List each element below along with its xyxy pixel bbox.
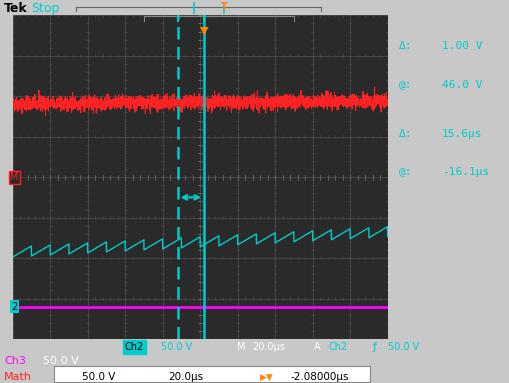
Text: T: T — [220, 2, 228, 11]
Text: -16.1μs: -16.1μs — [441, 167, 488, 177]
Text: 50.0 V: 50.0 V — [387, 342, 418, 352]
Text: Δ:: Δ: — [398, 41, 411, 51]
Text: 46.0 V: 46.0 V — [441, 80, 482, 90]
Bar — [53, 366, 369, 382]
Text: 2: 2 — [12, 301, 18, 312]
Text: ▼: ▼ — [200, 25, 208, 36]
Text: @:: @: — [398, 167, 411, 177]
Text: Math: Math — [4, 372, 32, 382]
Text: Tek: Tek — [4, 2, 28, 15]
Text: M: M — [10, 172, 19, 182]
Text: M: M — [237, 342, 245, 352]
Text: 50.0 V: 50.0 V — [81, 372, 115, 382]
Text: ▶▼: ▶▼ — [260, 373, 273, 382]
Text: @:: @: — [398, 80, 411, 90]
Text: 20.0μs: 20.0μs — [168, 372, 203, 382]
Text: Ch2: Ch2 — [125, 342, 144, 352]
Text: 20.0μs: 20.0μs — [252, 342, 285, 352]
Text: 50.0 V: 50.0 V — [43, 356, 79, 366]
Text: ƒ: ƒ — [372, 342, 376, 352]
Text: Ch3: Ch3 — [4, 356, 26, 366]
Text: 1.00 V: 1.00 V — [441, 41, 482, 51]
Text: A: A — [313, 342, 320, 352]
Text: Stop: Stop — [32, 2, 60, 15]
Text: Δ:: Δ: — [398, 129, 411, 139]
Text: Ch2: Ch2 — [328, 342, 348, 352]
Text: 15.6μs: 15.6μs — [441, 129, 482, 139]
Text: -2.08000μs: -2.08000μs — [290, 372, 349, 382]
Text: 50.0 V: 50.0 V — [160, 342, 191, 352]
